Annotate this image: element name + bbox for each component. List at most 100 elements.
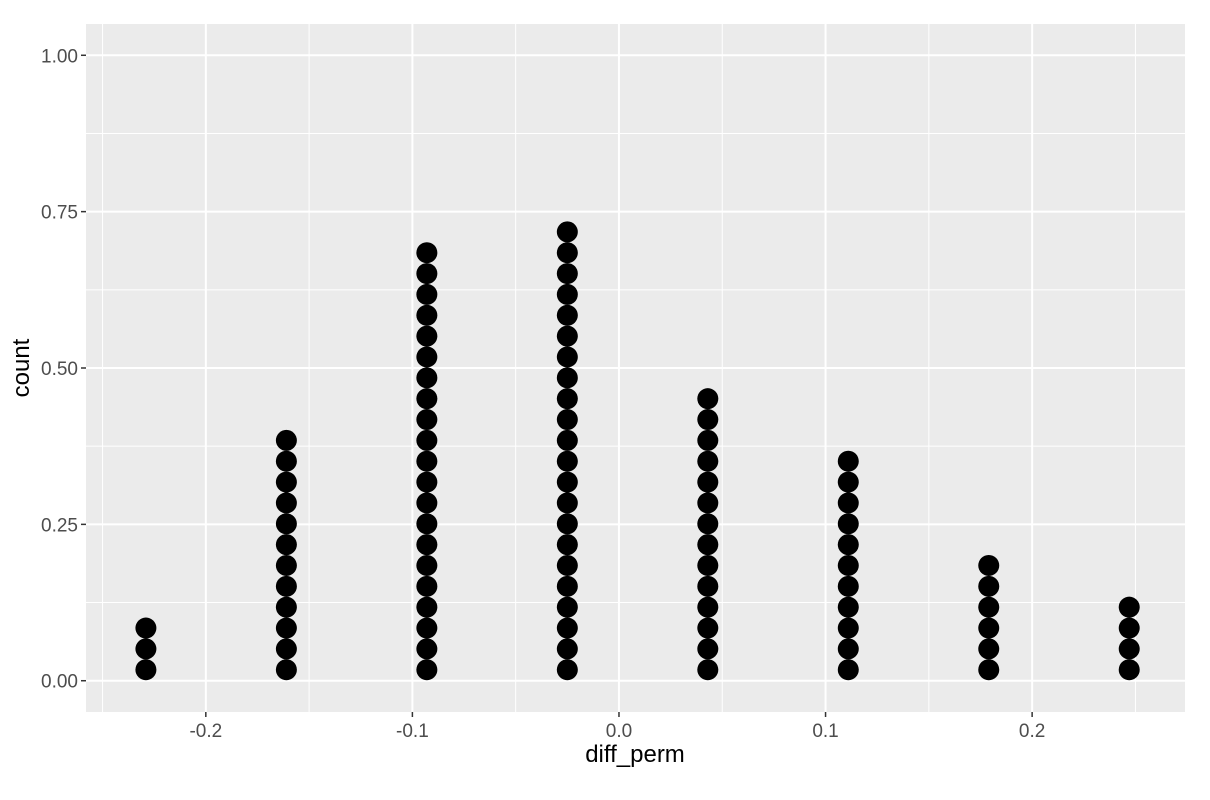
- x-tick-label: 0.0: [606, 721, 632, 742]
- x-axis-title: diff_perm: [585, 741, 685, 768]
- data-dot: [697, 513, 719, 535]
- x-tick-label: 0.2: [1019, 721, 1045, 742]
- data-dot: [697, 450, 719, 472]
- y-tick-label: 0.00: [41, 672, 78, 693]
- data-dot: [697, 554, 719, 576]
- data-dot: [837, 513, 859, 535]
- data-dot: [275, 429, 297, 451]
- data-dot: [556, 367, 578, 389]
- data-dot: [556, 617, 578, 639]
- data-dot: [275, 617, 297, 639]
- data-dot: [556, 638, 578, 660]
- data-dot: [416, 659, 438, 681]
- data-dot: [556, 388, 578, 410]
- y-axis-title: count: [8, 338, 35, 397]
- data-dot: [978, 575, 1000, 597]
- data-dot: [275, 534, 297, 556]
- data-dot: [416, 596, 438, 618]
- data-dot: [978, 638, 1000, 660]
- data-dot: [837, 554, 859, 576]
- data-dot: [556, 471, 578, 493]
- data-dot: [275, 471, 297, 493]
- data-dot: [416, 617, 438, 639]
- data-dot: [1118, 617, 1140, 639]
- y-tick-label: 0.75: [41, 203, 78, 224]
- data-dot: [275, 492, 297, 514]
- data-dot: [697, 638, 719, 660]
- data-dot: [275, 596, 297, 618]
- data-dot: [978, 596, 1000, 618]
- x-tick-label: -0.2: [189, 721, 222, 742]
- data-dot: [416, 346, 438, 368]
- data-dot: [556, 534, 578, 556]
- data-dot: [556, 242, 578, 264]
- data-dot: [1118, 596, 1140, 618]
- data-dot: [1118, 638, 1140, 660]
- data-dot: [978, 617, 1000, 639]
- data-dot: [556, 283, 578, 305]
- data-dot: [837, 659, 859, 681]
- data-dot: [416, 450, 438, 472]
- data-dot: [135, 617, 157, 639]
- data-dot: [416, 409, 438, 431]
- y-tick-label: 0.50: [41, 359, 78, 380]
- data-dots: [135, 221, 1140, 681]
- data-dot: [697, 659, 719, 681]
- data-dot: [416, 492, 438, 514]
- data-dot: [697, 492, 719, 514]
- data-dot: [697, 534, 719, 556]
- x-axis: -0.2 -0.1 0.0 0.1 0.2: [189, 712, 1045, 742]
- data-dot: [556, 221, 578, 243]
- data-dot: [837, 617, 859, 639]
- data-dot: [416, 367, 438, 389]
- data-dot: [416, 304, 438, 326]
- data-dot: [556, 554, 578, 576]
- y-axis: 0.00 0.25 0.50 0.75 1.00: [41, 46, 86, 693]
- data-dot: [416, 263, 438, 285]
- data-dot: [556, 513, 578, 535]
- data-dot: [1118, 659, 1140, 681]
- data-dot: [275, 575, 297, 597]
- data-dot: [416, 429, 438, 451]
- data-dot: [556, 429, 578, 451]
- data-dot: [837, 638, 859, 660]
- data-dot: [837, 596, 859, 618]
- data-dot: [416, 575, 438, 597]
- data-dot: [697, 471, 719, 493]
- data-dot: [556, 450, 578, 472]
- data-dot: [556, 346, 578, 368]
- x-tick-label: 0.1: [812, 721, 838, 742]
- data-dot: [556, 596, 578, 618]
- data-dot: [837, 534, 859, 556]
- data-dot: [556, 659, 578, 681]
- data-dot: [416, 242, 438, 264]
- data-dot: [978, 554, 1000, 576]
- data-dot: [416, 554, 438, 576]
- data-dot: [556, 325, 578, 347]
- y-tick-label: 1.00: [41, 46, 78, 67]
- data-dot: [697, 596, 719, 618]
- data-dot: [275, 554, 297, 576]
- data-dot: [135, 638, 157, 660]
- data-dot: [697, 429, 719, 451]
- data-dot: [135, 659, 157, 681]
- data-dot: [556, 492, 578, 514]
- data-dot: [556, 263, 578, 285]
- data-dot: [416, 534, 438, 556]
- data-dot: [416, 388, 438, 410]
- x-tick-label: -0.1: [396, 721, 429, 742]
- data-dot: [837, 575, 859, 597]
- data-dot: [556, 304, 578, 326]
- data-dot: [275, 450, 297, 472]
- data-dot: [416, 638, 438, 660]
- data-dot: [556, 575, 578, 597]
- data-dot: [275, 638, 297, 660]
- y-tick-label: 0.25: [41, 515, 78, 536]
- data-dot: [697, 617, 719, 639]
- grid-major-lines: [86, 24, 1185, 712]
- data-dot: [556, 409, 578, 431]
- data-dot: [697, 388, 719, 410]
- data-dot: [697, 409, 719, 431]
- data-dot: [416, 325, 438, 347]
